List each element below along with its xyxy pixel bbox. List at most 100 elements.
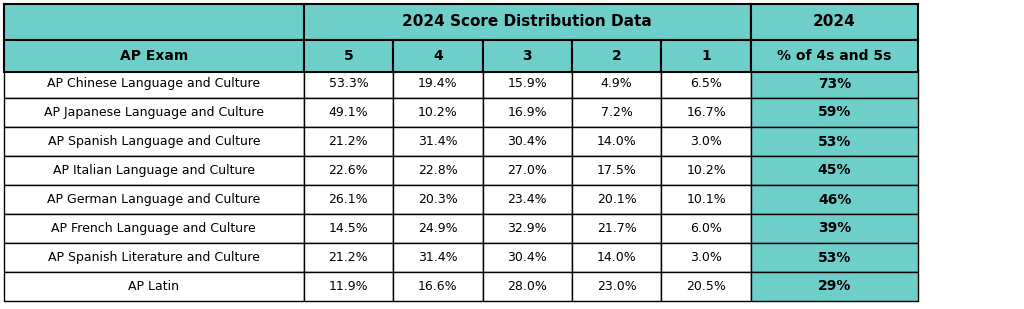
- Bar: [304, 272, 393, 301]
- Text: 22.8%: 22.8%: [418, 164, 458, 177]
- Bar: [751, 243, 919, 272]
- Text: 16.6%: 16.6%: [418, 280, 458, 293]
- Text: 16.9%: 16.9%: [508, 106, 547, 119]
- Text: 14.0%: 14.0%: [597, 135, 637, 148]
- Bar: [4, 4, 304, 40]
- Bar: [751, 185, 919, 214]
- Text: AP Japanese Language and Culture: AP Japanese Language and Culture: [44, 106, 264, 119]
- Bar: [304, 185, 393, 214]
- Bar: [4, 185, 304, 214]
- Text: 22.6%: 22.6%: [329, 164, 369, 177]
- Text: 15.9%: 15.9%: [507, 77, 547, 90]
- Text: 28.0%: 28.0%: [507, 280, 547, 293]
- Text: 4.9%: 4.9%: [601, 77, 633, 90]
- Text: 30.4%: 30.4%: [507, 135, 547, 148]
- Bar: [572, 127, 662, 156]
- Bar: [393, 214, 482, 243]
- Text: 6.0%: 6.0%: [690, 222, 722, 235]
- Bar: [572, 69, 662, 98]
- Text: 5: 5: [343, 49, 353, 63]
- Bar: [662, 40, 751, 72]
- Bar: [304, 156, 393, 185]
- Bar: [4, 214, 304, 243]
- Bar: [482, 98, 572, 127]
- Text: 20.1%: 20.1%: [597, 193, 637, 206]
- Bar: [4, 127, 304, 156]
- Text: 2: 2: [611, 49, 622, 63]
- Text: 4: 4: [433, 49, 442, 63]
- Bar: [572, 40, 662, 72]
- Bar: [751, 156, 919, 185]
- Text: 32.9%: 32.9%: [508, 222, 547, 235]
- Bar: [662, 69, 751, 98]
- Bar: [4, 156, 304, 185]
- Bar: [304, 40, 393, 72]
- Text: 10.1%: 10.1%: [686, 193, 726, 206]
- Bar: [751, 98, 919, 127]
- Text: 31.4%: 31.4%: [418, 251, 458, 264]
- Text: 39%: 39%: [818, 222, 851, 235]
- Bar: [304, 214, 393, 243]
- Bar: [393, 272, 482, 301]
- Text: AP Spanish Language and Culture: AP Spanish Language and Culture: [47, 135, 260, 148]
- Text: AP Chinese Language and Culture: AP Chinese Language and Culture: [47, 77, 260, 90]
- Text: AP Exam: AP Exam: [120, 49, 188, 63]
- Bar: [751, 4, 919, 40]
- Bar: [4, 243, 304, 272]
- Text: AP French Language and Culture: AP French Language and Culture: [51, 222, 256, 235]
- Text: 23.0%: 23.0%: [597, 280, 637, 293]
- Text: 27.0%: 27.0%: [507, 164, 547, 177]
- Bar: [572, 156, 662, 185]
- Text: 49.1%: 49.1%: [329, 106, 369, 119]
- Text: 53%: 53%: [818, 134, 851, 149]
- Bar: [304, 243, 393, 272]
- Text: 19.4%: 19.4%: [418, 77, 458, 90]
- Text: 21.2%: 21.2%: [329, 251, 369, 264]
- Bar: [662, 185, 751, 214]
- Bar: [393, 69, 482, 98]
- Text: 7.2%: 7.2%: [601, 106, 633, 119]
- Bar: [751, 127, 919, 156]
- Bar: [482, 69, 572, 98]
- Text: 11.9%: 11.9%: [329, 280, 369, 293]
- Bar: [482, 243, 572, 272]
- Bar: [393, 185, 482, 214]
- Text: 30.4%: 30.4%: [507, 251, 547, 264]
- Bar: [304, 4, 751, 40]
- Bar: [393, 156, 482, 185]
- Bar: [751, 69, 919, 98]
- Text: 14.5%: 14.5%: [329, 222, 369, 235]
- Text: 59%: 59%: [818, 105, 851, 120]
- Bar: [662, 98, 751, 127]
- Bar: [482, 156, 572, 185]
- Bar: [662, 243, 751, 272]
- Text: 53%: 53%: [818, 251, 851, 265]
- Bar: [4, 69, 304, 98]
- Bar: [304, 98, 393, 127]
- Text: % of 4s and 5s: % of 4s and 5s: [777, 49, 892, 63]
- Text: 45%: 45%: [818, 163, 851, 177]
- Bar: [572, 98, 662, 127]
- Text: 1: 1: [701, 49, 711, 63]
- Text: 53.3%: 53.3%: [329, 77, 369, 90]
- Bar: [662, 272, 751, 301]
- Text: 17.5%: 17.5%: [597, 164, 637, 177]
- Text: 31.4%: 31.4%: [418, 135, 458, 148]
- Bar: [393, 127, 482, 156]
- Text: 3.0%: 3.0%: [690, 135, 722, 148]
- Text: 21.7%: 21.7%: [597, 222, 637, 235]
- Text: 2024: 2024: [813, 15, 856, 29]
- Bar: [393, 40, 482, 72]
- Bar: [662, 214, 751, 243]
- Text: 16.7%: 16.7%: [686, 106, 726, 119]
- Bar: [751, 272, 919, 301]
- Text: AP Italian Language and Culture: AP Italian Language and Culture: [53, 164, 255, 177]
- Bar: [393, 243, 482, 272]
- Bar: [4, 272, 304, 301]
- Bar: [482, 40, 572, 72]
- Bar: [572, 214, 662, 243]
- Text: 24.9%: 24.9%: [418, 222, 458, 235]
- Text: 20.3%: 20.3%: [418, 193, 458, 206]
- Text: 10.2%: 10.2%: [418, 106, 458, 119]
- Text: 10.2%: 10.2%: [686, 164, 726, 177]
